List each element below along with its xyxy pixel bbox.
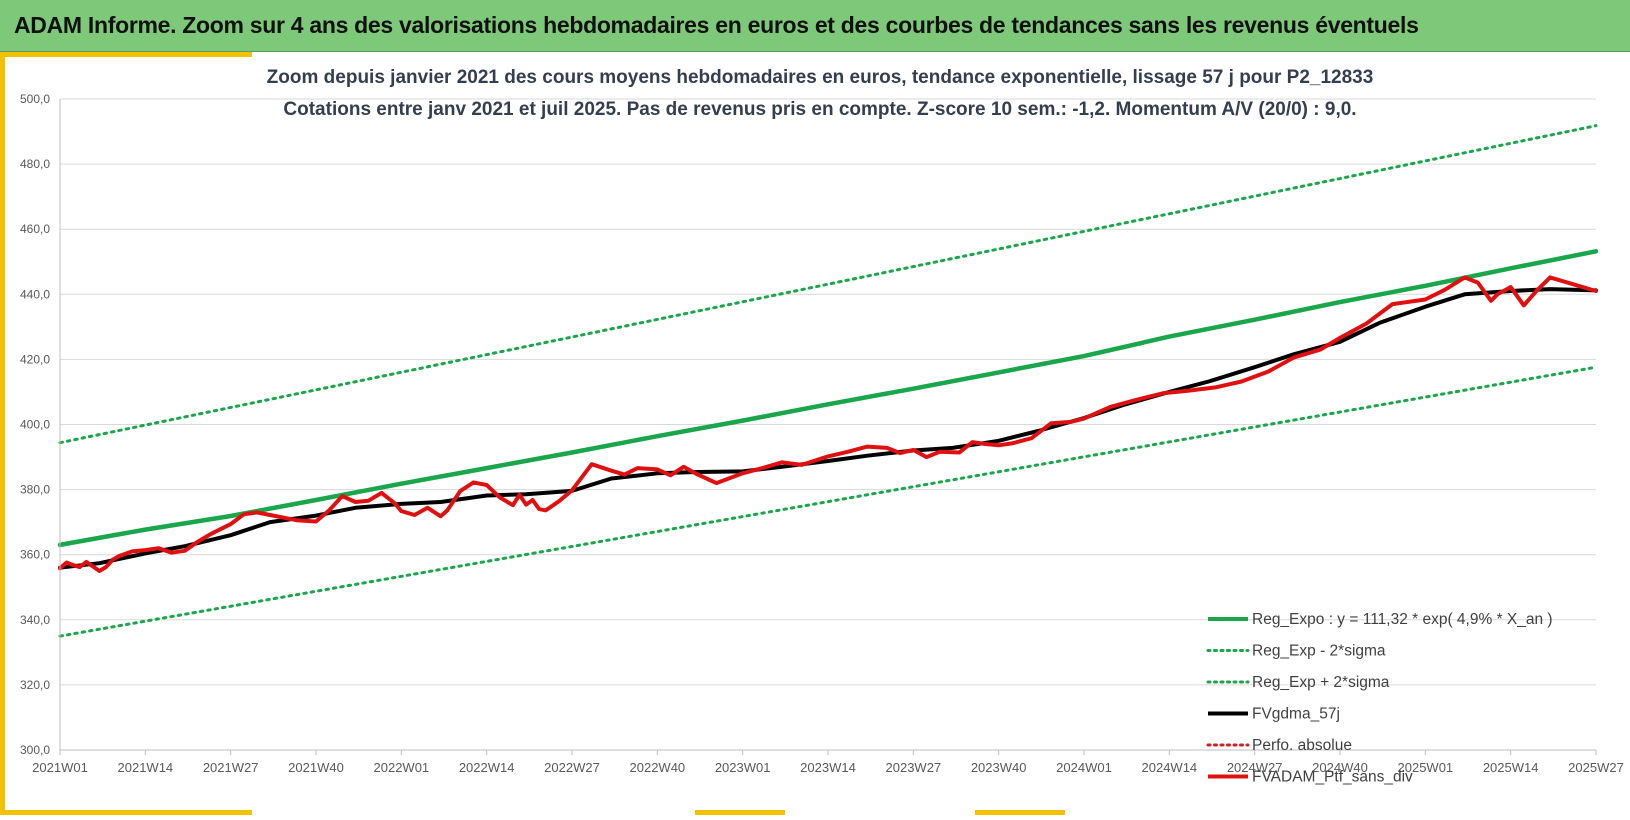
x-tick-label: 2022W27 — [544, 760, 600, 775]
y-tick-label: 460,0 — [20, 222, 50, 236]
x-tick-label: 2024W40 — [1312, 760, 1368, 775]
x-tick-label: 2023W40 — [971, 760, 1027, 775]
x-tick-label: 2025W01 — [1398, 760, 1454, 775]
x-tick-label: 2021W01 — [32, 760, 88, 775]
series-reg-exp-minus-2sigma — [58, 365, 1598, 638]
x-axis: 2021W01 2021W14 2021W27 2021W40 2022W01 2022W… — [32, 749, 1624, 775]
y-tick-label: 440,0 — [20, 287, 50, 301]
series-fvgdma-57j — [58, 287, 1598, 570]
accent-bar-bottom-right — [975, 810, 1065, 815]
y-tick-label: 380,0 — [20, 483, 50, 497]
x-tick-label: 2021W40 — [288, 760, 344, 775]
legend-item: Reg_Expo : y = 111,32 * exp( 4,9% * X_an… — [1208, 611, 1553, 628]
x-tick-label: 2022W01 — [374, 760, 430, 775]
legend-label: FVADAM_Ptf_sans_div — [1252, 769, 1413, 786]
x-tick-label: 2021W14 — [118, 760, 174, 775]
legend-item: FVADAM_Ptf_sans_div — [1208, 769, 1413, 786]
accent-bar-bottom-mid — [695, 810, 785, 815]
x-tick-label: 2021W27 — [203, 760, 259, 775]
series-reg-expo — [57, 249, 1599, 548]
x-tick-label: 2024W01 — [1056, 760, 1112, 775]
x-tick-label: 2025W14 — [1483, 760, 1539, 775]
y-tick-label: 500,0 — [20, 92, 50, 106]
x-tick-label: 2022W14 — [459, 760, 515, 775]
chart-title: Zoom depuis janvier 2021 des cours moyen… — [267, 67, 1374, 88]
y-tick-label: 340,0 — [20, 613, 50, 627]
chart-svg: Zoom depuis janvier 2021 des cours moyen… — [20, 67, 1624, 786]
legend-label: FVgdma_57j — [1252, 706, 1340, 723]
y-axis: 300,0 320,0 340,0 360,0 380,0 400,0 420,0 440,0… — [20, 92, 61, 757]
legend-label: Reg_Exp + 2*sigma — [1252, 674, 1390, 691]
y-tick-label: 360,0 — [20, 548, 50, 562]
y-tick-label: 420,0 — [20, 352, 50, 366]
legend-label: Perfo. absolue — [1252, 737, 1352, 754]
legend-item: Perfo. absolue — [1206, 737, 1352, 754]
x-tick-label: 2025W27 — [1568, 760, 1624, 775]
x-tick-label: 2023W01 — [715, 760, 771, 775]
y-tick-label: 320,0 — [20, 678, 50, 692]
accent-bar-left — [0, 52, 5, 815]
series-layer — [57, 124, 1599, 638]
y-tick-label: 300,0 — [20, 743, 50, 757]
legend: Reg_Expo : y = 111,32 * exp( 4,9% * X_an… — [1206, 611, 1553, 786]
x-tick-label: 2024W14 — [1142, 760, 1198, 775]
header-banner: ADAM Informe. Zoom sur 4 ans des valoris… — [0, 0, 1630, 52]
accent-bar-bottom-left — [0, 810, 252, 815]
series-reg-exp-plus-2sigma — [58, 124, 1598, 445]
x-tick-label: 2023W27 — [886, 760, 942, 775]
chart-subtitle: Cotations entre janv 2021 et juil 2025. … — [283, 99, 1356, 120]
x-tick-label: 2022W40 — [630, 760, 686, 775]
x-tick-label: 2023W14 — [800, 760, 856, 775]
accent-bar-top-left — [0, 52, 252, 57]
legend-item: Reg_Exp - 2*sigma — [1206, 643, 1386, 660]
page-title: ADAM Informe. Zoom sur 4 ans des valoris… — [14, 12, 1419, 38]
legend-label: Reg_Exp - 2*sigma — [1252, 643, 1386, 660]
y-tick-label: 400,0 — [20, 418, 50, 432]
legend-item: FVgdma_57j — [1208, 706, 1340, 723]
x-tick-label: 2024W27 — [1227, 760, 1283, 775]
legend-label: Reg_Expo : y = 111,32 * exp( 4,9% * X_an… — [1252, 611, 1553, 628]
series-fvadam-ptf-sans-div — [58, 275, 1598, 573]
chart-container: Zoom depuis janvier 2021 des cours moyen… — [0, 52, 1630, 815]
legend-item: Reg_Exp + 2*sigma — [1206, 674, 1390, 691]
y-tick-label: 480,0 — [20, 157, 50, 171]
